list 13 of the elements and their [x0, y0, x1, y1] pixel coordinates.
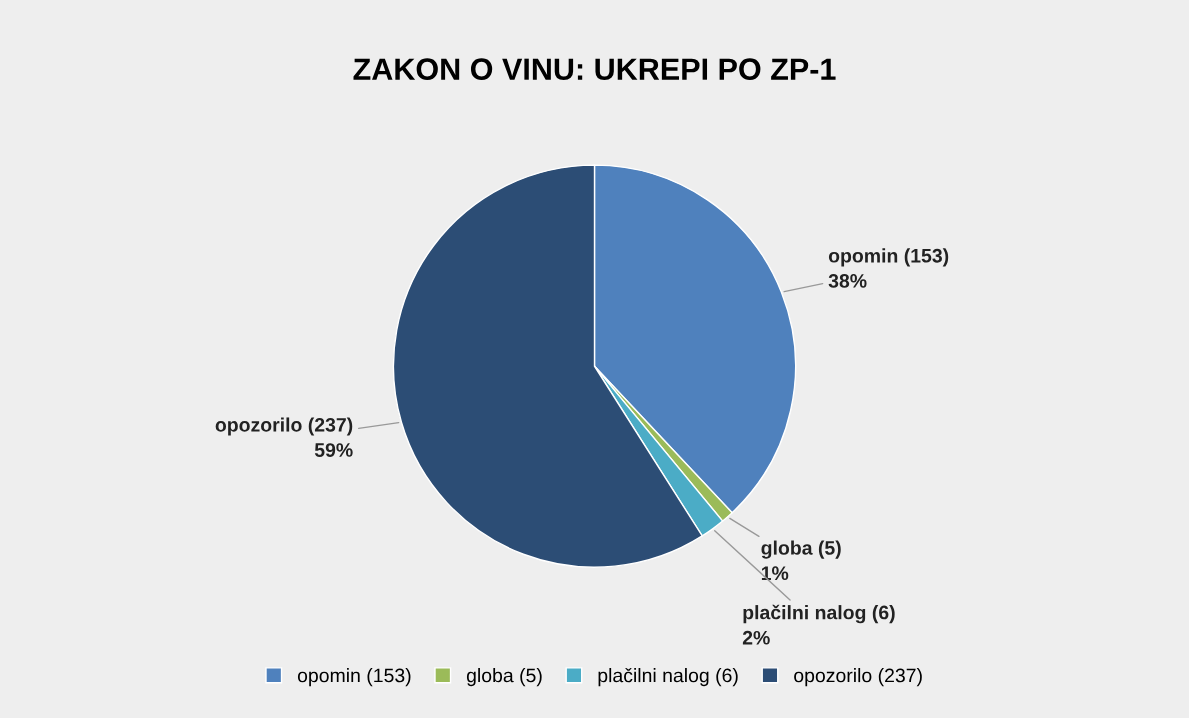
legend-label: plačilni nalog (6): [598, 667, 738, 687]
chart-title: ZAKON O VINU: UKREPI PO ZP-1: [353, 58, 836, 80]
data-label: 2%: [742, 630, 770, 645]
data-label: 1%: [761, 566, 789, 581]
legend-label: globa (5): [466, 668, 542, 687]
slice-label: opomin (153): [828, 248, 949, 267]
slice-label: opozorilo (237): [215, 417, 353, 436]
legend-label: opozorilo (237): [794, 668, 922, 687]
data-label: 59%: [314, 443, 353, 457]
data-label: 38%: [828, 274, 867, 288]
slice-label: plačilni nalog (6): [743, 604, 895, 624]
legend-label: opomin (153): [297, 668, 411, 687]
slice-label: globa (5): [761, 540, 841, 559]
